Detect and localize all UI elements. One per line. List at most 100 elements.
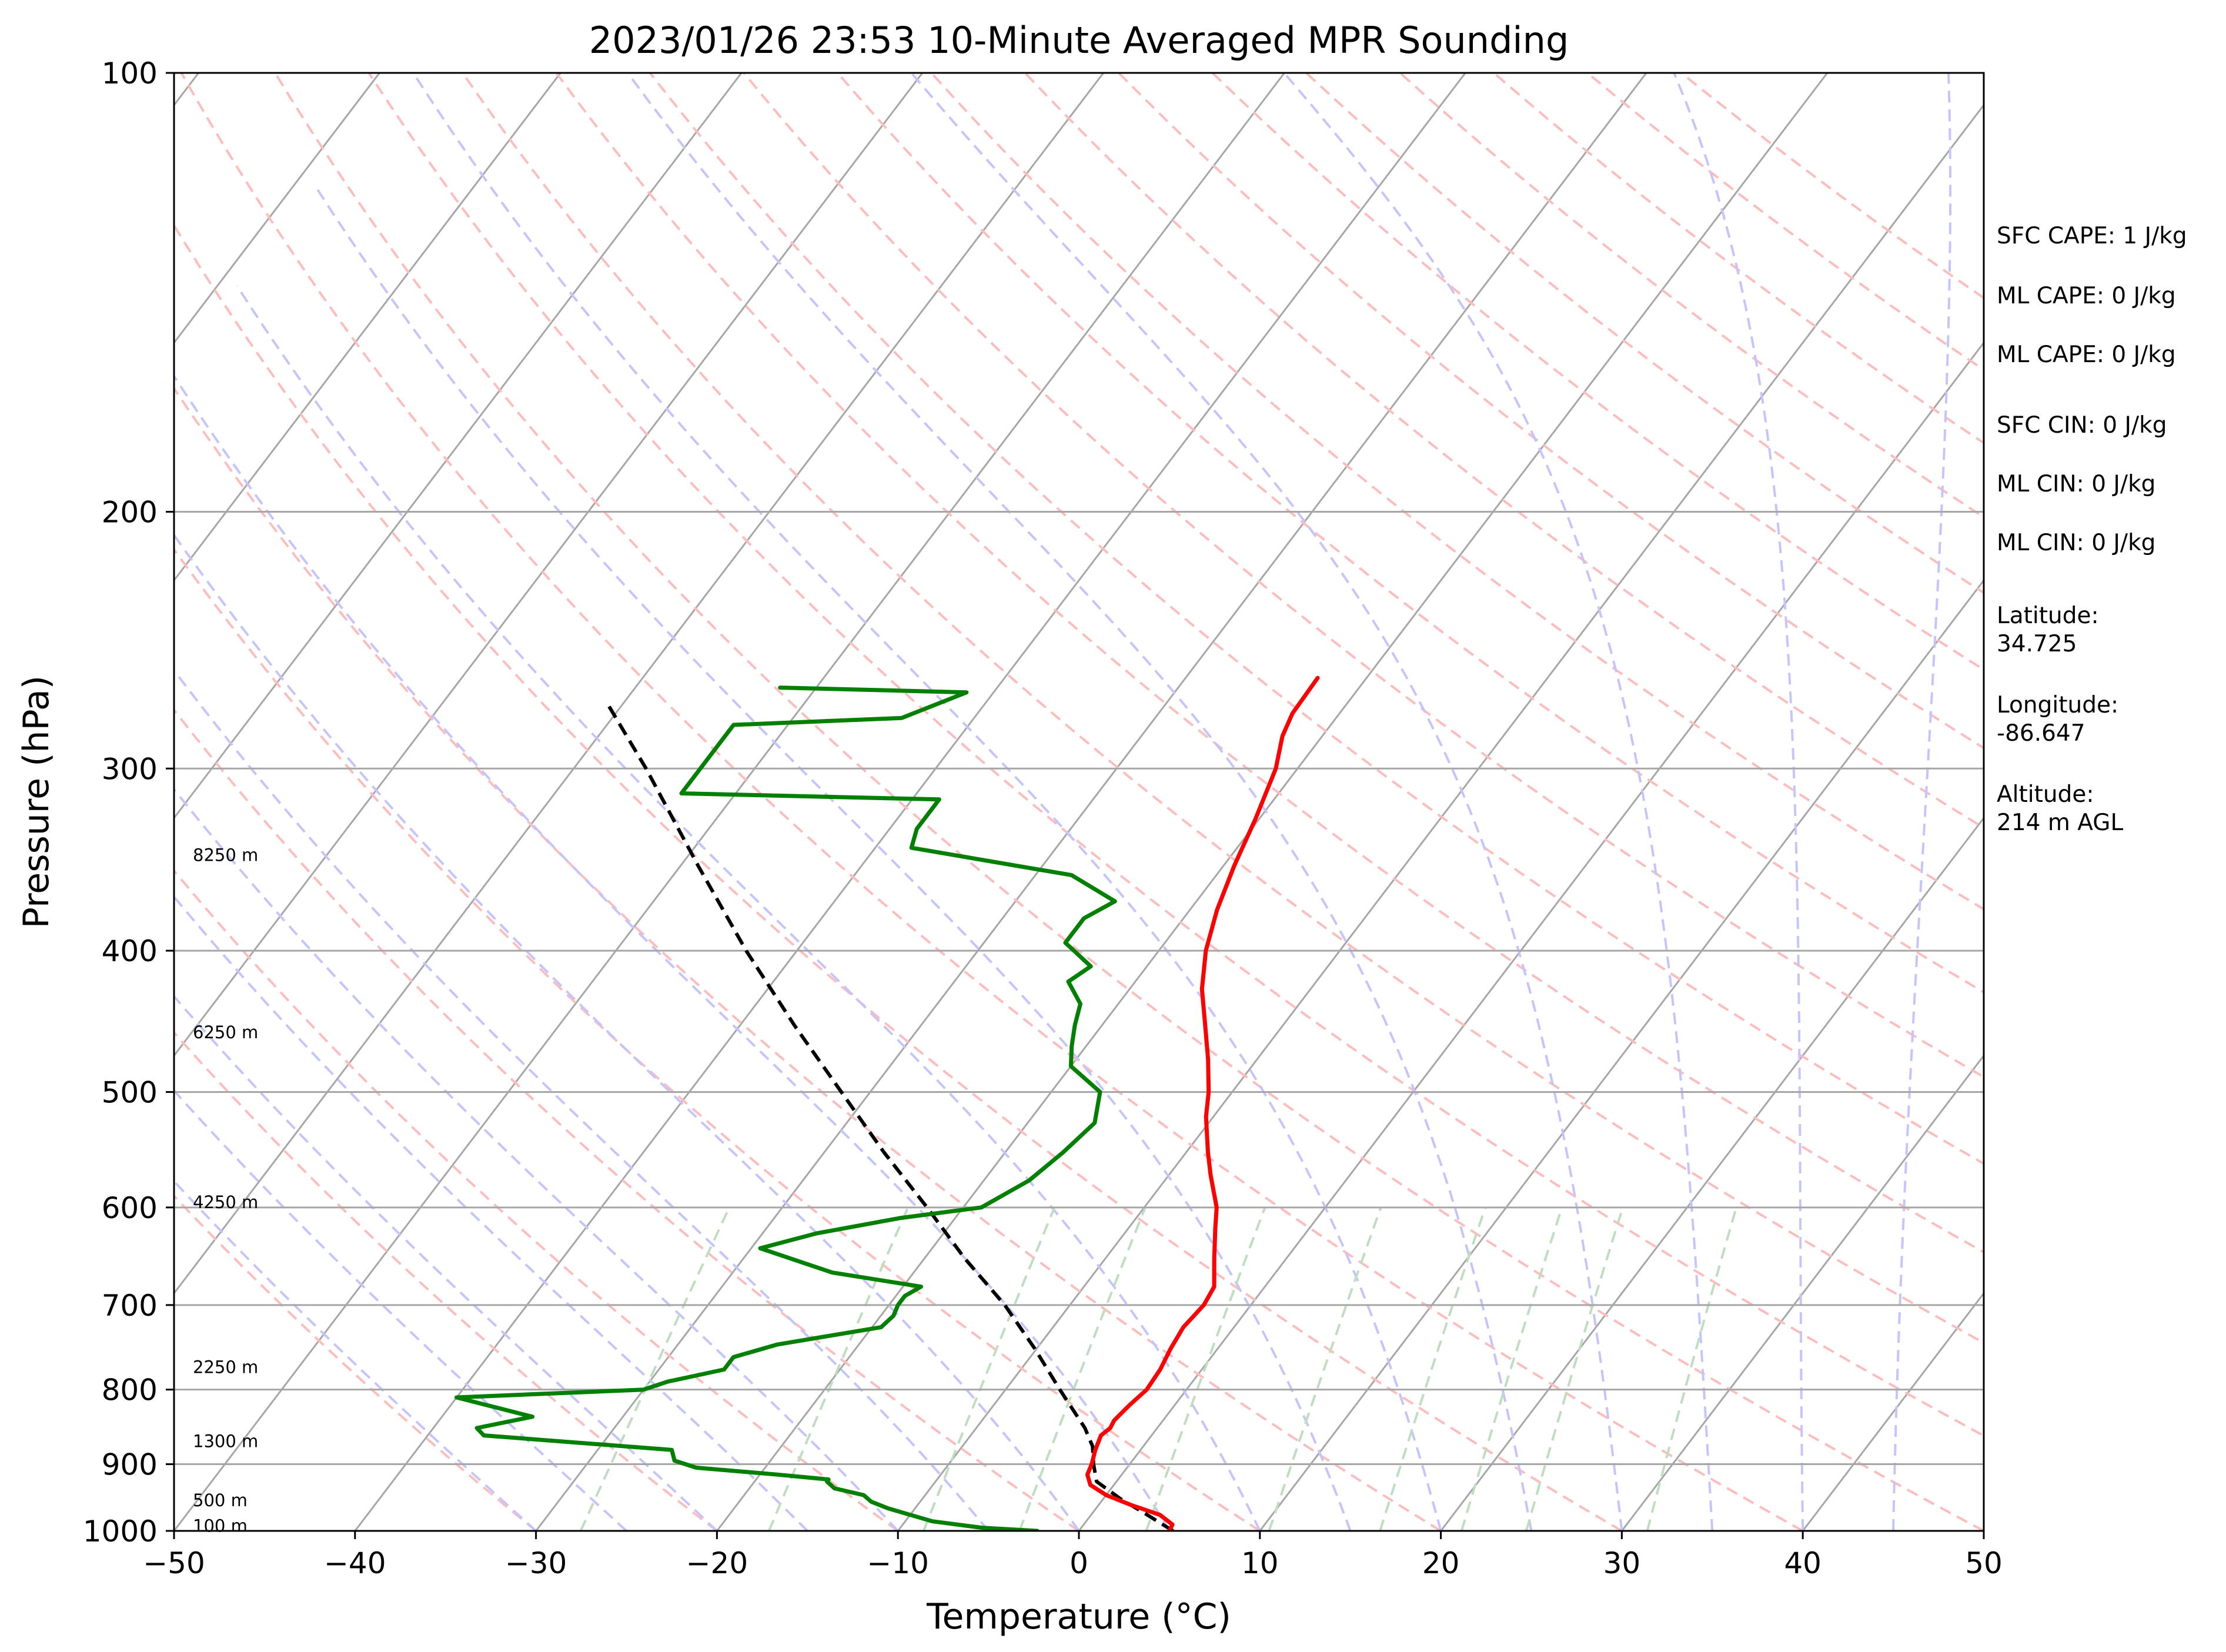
stat-annotation: ML CIN: 0 J/kg [1997, 471, 2155, 497]
dewpoint-line [454, 685, 1117, 1531]
x-axis: −50 −40 −30 −20 −10 0 10 20 30 40 50 [143, 1531, 2003, 1580]
y-tick-label: 300 [102, 752, 158, 786]
isotherm-line [897, 103, 1984, 1531]
x-tick-label: −40 [324, 1546, 386, 1580]
dry-adiabat-line [743, 73, 1984, 1079]
x-tick-label: −20 [686, 1546, 748, 1580]
height-label: 100 m [193, 1516, 248, 1536]
dry-adiabat-line [180, 73, 1804, 1531]
y-tick-label: 100 [102, 56, 158, 91]
dry-adiabat-line [1024, 73, 1984, 830]
dry-adiabat-line [174, 1194, 537, 1531]
stat-annotation: ML CAPE: 0 J/kg [1997, 342, 2176, 368]
isotherm-line [1440, 816, 1984, 1531]
mixing-ratio-line [1145, 1207, 1266, 1531]
moist-adiabat-line [626, 73, 1533, 1531]
moist-adiabat-line [174, 374, 1171, 1531]
sounding-stats: SFC CAPE: 1 J/kg ML CAPE: 0 J/kg ML CAPE: … [1997, 223, 2187, 836]
stat-annotation: ML CAPE: 0 J/kg [1997, 283, 2176, 309]
dry-adiabat-line [174, 223, 1623, 1531]
dry-adiabat-line [174, 386, 1442, 1531]
y-tick-label: 800 [102, 1373, 158, 1407]
height-label: 500 m [193, 1490, 248, 1510]
mixing-ratio-line [1018, 1207, 1147, 1531]
moist-adiabat-line [174, 1089, 627, 1531]
dry-adiabat-line [1118, 73, 1984, 750]
stat-annotation: Altitude: 214 m AGL [1997, 781, 2123, 836]
moist-adiabat-line [910, 73, 1623, 1531]
moist-adiabat-line [174, 1179, 537, 1531]
dry-adiabat-line [930, 73, 1984, 911]
y-tick-label: 900 [102, 1448, 158, 1482]
moist-adiabat-line [1673, 73, 1804, 1531]
moist-adiabat-line [174, 533, 1080, 1531]
background-lines [174, 73, 1984, 1531]
x-tick-label: 30 [1603, 1546, 1641, 1580]
y-tick-label: 200 [102, 496, 158, 530]
y-tick-label: 500 [102, 1075, 158, 1109]
stat-annotation: SFC CIN: 0 J/kg [1997, 412, 2167, 439]
x-tick-label: 50 [1965, 1546, 2003, 1580]
dry-adiabat-line [274, 73, 1984, 1531]
y-axis-label: Pressure (hPa) [16, 675, 57, 928]
parcel-profile-line [604, 701, 1174, 1531]
y-axis: 1000 900 800 700 600 500 400 300 200 100 [83, 56, 174, 1549]
x-tick-label: 10 [1241, 1546, 1279, 1580]
stat-annotation: ML CIN: 0 J/kg [1997, 530, 2155, 556]
stat-annotation: SFC CAPE: 1 J/kg [1997, 223, 2187, 249]
dry-adiabat-line [174, 547, 1261, 1531]
isotherm-line [1078, 341, 1984, 1531]
height-labels: 8250 m 6250 m 4250 m 2250 m 1300 m 500 m 100 m [193, 845, 258, 1536]
dry-adiabat-line [462, 73, 1984, 1345]
y-tick-label: 400 [102, 934, 158, 968]
chart-title: 2023/01/26 23:53 10-Minute Averaged MPR … [589, 19, 1569, 62]
isotherm-line [716, 73, 1829, 1531]
moist-adiabat-line [1892, 73, 1952, 1531]
height-label: 2250 m [193, 1357, 258, 1377]
isotherm-line [1259, 578, 1984, 1531]
stat-annotation: Latitude: 34.725 [1997, 603, 2099, 657]
dry-adiabat-line [555, 73, 1984, 1254]
y-tick-label: 600 [102, 1191, 158, 1225]
moist-adiabat-line [316, 188, 1352, 1531]
isotherm-line [535, 73, 1647, 1531]
moist-adiabat-line [174, 895, 808, 1531]
height-label: 1300 m [193, 1432, 258, 1452]
mixing-ratio-line [923, 1207, 1056, 1531]
height-label: 8250 m [193, 845, 258, 865]
x-tick-label: 40 [1784, 1546, 1821, 1580]
moist-adiabat-line [412, 73, 1442, 1531]
x-tick-label: −30 [505, 1546, 567, 1580]
isotherm-line [174, 73, 380, 345]
series-layer [454, 675, 1320, 1531]
x-axis-label: Temperature (°C) [926, 1596, 1231, 1637]
dry-adiabat-line [367, 73, 1984, 1437]
isotherm-line [174, 73, 1285, 1531]
isotherm-line [354, 73, 1466, 1531]
height-label: 4250 m [193, 1192, 258, 1212]
moist-adiabat-line [174, 787, 899, 1531]
x-tick-label: 20 [1422, 1546, 1460, 1580]
isotherm-line [174, 73, 1104, 1295]
dry-adiabat-line [649, 73, 1984, 1165]
dry-adiabat-line [1399, 73, 1984, 519]
temperature-line [1085, 675, 1320, 1531]
dry-adiabat-line [836, 73, 1984, 994]
isotherm-line [1621, 1054, 1984, 1531]
mixing-ratio-line [579, 1206, 731, 1531]
x-tick-label: 0 [1069, 1546, 1088, 1580]
isotherm-line [174, 73, 743, 820]
y-tick-label: 1000 [83, 1514, 158, 1549]
dry-adiabat-line [174, 1031, 718, 1531]
mixing-ratio-line [1268, 1207, 1382, 1531]
stat-annotation: Longitude: -86.647 [1997, 692, 2118, 747]
x-tick-label: −50 [143, 1546, 205, 1580]
height-label: 6250 m [193, 1022, 258, 1042]
dry-adiabat-line [1211, 73, 1984, 671]
mixing-ratio-line [1379, 1207, 1487, 1531]
isotherm-line [174, 73, 924, 1058]
y-tick-label: 700 [102, 1289, 158, 1323]
isotherm-line [174, 73, 561, 582]
moist-adiabat-line [1283, 73, 1714, 1531]
